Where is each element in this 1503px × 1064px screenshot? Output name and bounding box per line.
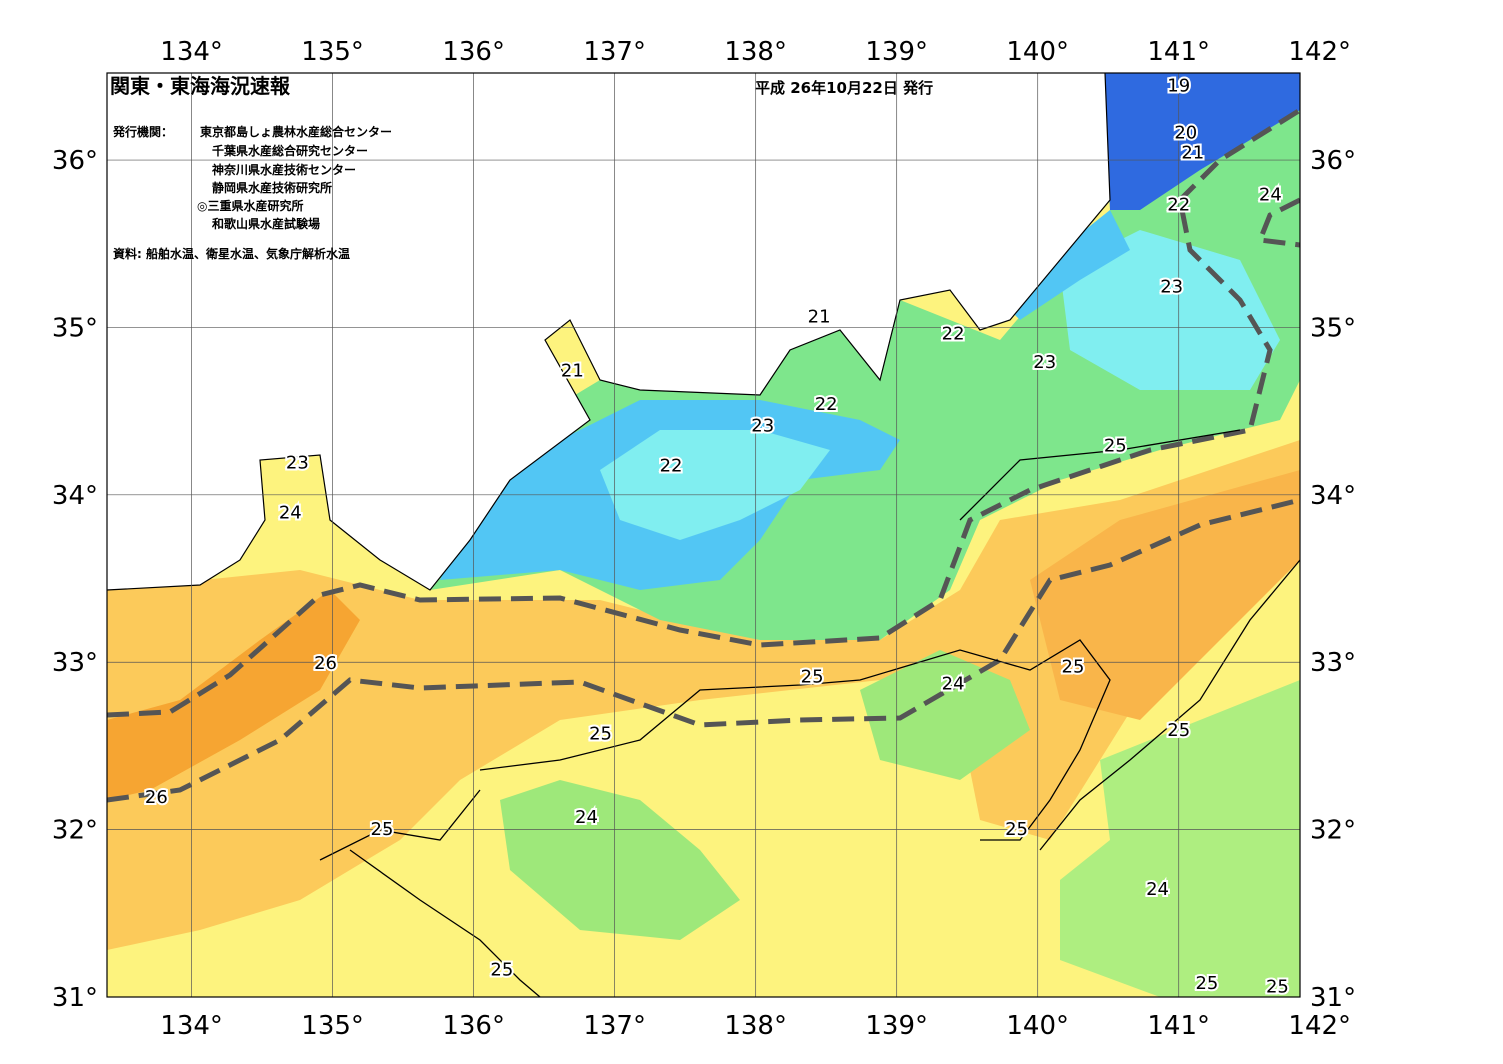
contour-label: 24 [575, 807, 598, 828]
contour-label: 25 [490, 960, 513, 981]
y-tick-label: 31° [52, 983, 98, 1013]
contour-label: 25 [1062, 657, 1085, 678]
x-tick-label: 137° [583, 37, 646, 67]
contour-label: 21 [561, 360, 584, 381]
y-tick-label: 36° [1310, 146, 1356, 176]
contour-label: 25 [1104, 436, 1127, 457]
contour-label: 25 [371, 819, 394, 840]
contour-label: 21 [1181, 143, 1204, 164]
contour-label: 26 [145, 787, 168, 808]
contour-label: 24 [1146, 879, 1169, 900]
issuer: 静岡県水産技術研究所 [212, 180, 332, 195]
contour-label: 23 [751, 416, 774, 437]
x-tick-label: 136° [442, 1011, 505, 1041]
y-tick-label: 32° [1310, 816, 1356, 846]
contour-label: 22 [1167, 195, 1190, 216]
contour-label: 25 [1167, 720, 1190, 741]
x-tick-label: 140° [1006, 1011, 1069, 1041]
contour-label: 25 [801, 667, 824, 688]
data-source: 資料: 船舶水温、衛星水温、気象庁解析水温 [113, 246, 350, 261]
y-tick-label: 36° [52, 146, 98, 176]
contour-label: 24 [279, 503, 302, 524]
x-tick-label: 137° [583, 1011, 646, 1041]
issue-date: 平成 26年10月22日 発行 [755, 79, 933, 97]
contour-label: 20 [1174, 123, 1197, 144]
x-tick-label: 136° [442, 37, 505, 67]
contour-label: 23 [1033, 352, 1056, 373]
issuer: 神奈川県水産技術センター [212, 162, 356, 177]
map-frame [106, 72, 1301, 998]
contour-label: 25 [1005, 819, 1028, 840]
y-tick-label: 34° [1310, 481, 1356, 511]
contour-label: 25 [1195, 973, 1218, 994]
x-tick-label: 135° [301, 37, 364, 67]
contour-label: 19 [1167, 76, 1190, 97]
y-tick-label: 33° [1310, 648, 1356, 678]
x-tick-label: 141° [1147, 37, 1210, 67]
x-tick-label: 140° [1006, 37, 1069, 67]
x-tick-label: 139° [865, 1011, 928, 1041]
y-tick-label: 35° [52, 313, 98, 343]
y-tick-label: 35° [1310, 313, 1356, 343]
contour-label: 22 [660, 456, 683, 477]
y-tick-label: 33° [52, 648, 98, 678]
map-title: 関東・東海海況速報 [110, 74, 291, 98]
x-tick-label: 142° [1288, 1011, 1351, 1041]
contour-label: 22 [942, 323, 965, 344]
contour-label: 24 [1259, 185, 1282, 206]
x-tick-label: 141° [1147, 1011, 1210, 1041]
issuer: 和歌山県水産試験場 [211, 216, 320, 231]
issuer: 東京都島しょ農林水産総合センター [200, 124, 392, 139]
y-tick-label: 34° [52, 481, 98, 511]
contour-label: 22 [815, 394, 838, 415]
contour-label: 23 [1160, 277, 1183, 298]
contour-label: 23 [286, 452, 309, 473]
sea-temperature-field [107, 73, 1300, 997]
contour-label: 21 [808, 307, 831, 328]
issuer: 千葉県水産総合研究センター [212, 143, 368, 158]
x-tick-label: 138° [724, 37, 787, 67]
x-tick-label: 142° [1288, 37, 1351, 67]
contour-label: 24 [942, 673, 965, 694]
issuer: ◎三重県水産研究所 [197, 198, 303, 213]
graticule [107, 73, 1300, 997]
issuer-label: 発行機関： [112, 124, 173, 139]
contour-label: 25 [1266, 976, 1289, 997]
x-tick-label: 135° [301, 1011, 364, 1041]
contour-label: 25 [589, 724, 612, 745]
x-tick-label: 134° [160, 1011, 223, 1041]
y-tick-label: 31° [1310, 983, 1356, 1013]
contour-label: 26 [314, 653, 337, 674]
x-tick-label: 139° [865, 37, 928, 67]
y-tick-label: 32° [52, 816, 98, 846]
x-tick-label: 138° [724, 1011, 787, 1041]
x-tick-label: 134° [160, 37, 223, 67]
